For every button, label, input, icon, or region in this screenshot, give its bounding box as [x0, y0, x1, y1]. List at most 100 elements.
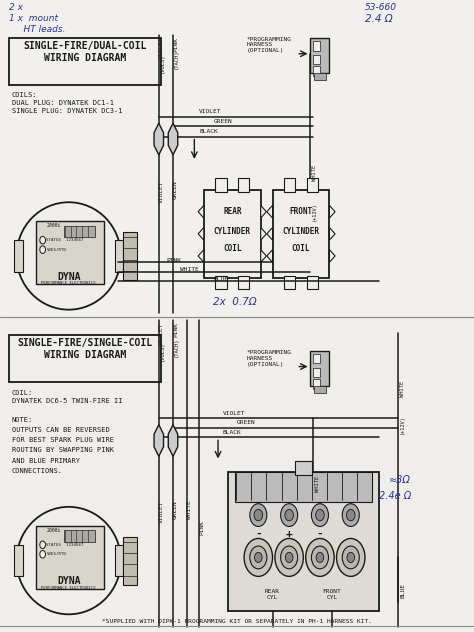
Circle shape [316, 509, 324, 521]
Text: 1 x  mount: 1 x mount [9, 14, 58, 23]
Bar [310, 38, 329, 73]
Text: SINGLE PLUG: DYNATEK DC3-1: SINGLE PLUG: DYNATEK DC3-1 [12, 108, 122, 114]
Text: BLACK: BLACK [199, 129, 218, 134]
Text: CONNECTIONS.: CONNECTIONS. [12, 468, 63, 473]
Text: +: + [286, 529, 292, 539]
Bar [273, 190, 329, 278]
Text: VIOLET: VIOLET [159, 322, 164, 345]
Circle shape [347, 552, 355, 562]
Text: DYNA: DYNA [57, 576, 81, 586]
Circle shape [40, 550, 46, 558]
Text: FRONT: FRONT [322, 589, 341, 594]
Polygon shape [198, 250, 204, 262]
Text: 2 x: 2 x [9, 3, 24, 12]
Circle shape [281, 504, 298, 526]
Bar [307, 178, 318, 192]
Bar [204, 190, 261, 278]
Text: *PROGRAMMING
HARNESS
(OPTIONAL): *PROGRAMMING HARNESS (OPTIONAL) [246, 350, 292, 367]
Bar [307, 276, 318, 289]
Text: VIOLET: VIOLET [159, 37, 164, 59]
Text: VIOLET: VIOLET [199, 109, 221, 114]
Polygon shape [261, 228, 266, 240]
Text: PERFORMANCE ELECTRONICS: PERFORMANCE ELECTRONICS [41, 586, 96, 590]
Text: VIOLET: VIOLET [159, 501, 164, 523]
Text: 2.4e Ω: 2.4e Ω [379, 491, 411, 501]
Bar [215, 178, 227, 192]
Text: CYL: CYL [267, 595, 278, 600]
Bar [14, 545, 23, 576]
Text: GREEN: GREEN [173, 501, 178, 520]
Text: 2000i: 2000i [46, 223, 61, 228]
Text: WHITE: WHITE [315, 475, 320, 492]
Polygon shape [261, 250, 266, 262]
Text: WHITE: WHITE [400, 380, 405, 397]
Text: COIL:: COIL: [12, 390, 33, 396]
Text: 53-660: 53-660 [365, 3, 397, 12]
Bar [313, 368, 320, 377]
Bar [313, 55, 320, 64]
Text: FOR BEST SPARK PLUG WIRE: FOR BEST SPARK PLUG WIRE [12, 437, 114, 443]
Text: CYL: CYL [326, 595, 337, 600]
Circle shape [250, 504, 267, 526]
Text: SINGLE-FIRE/SINGLE-COIL
WIRING DIAGRAM: SINGLE-FIRE/SINGLE-COIL WIRING DIAGRAM [18, 338, 153, 360]
Bar [313, 379, 320, 389]
Bar [314, 73, 326, 80]
Text: 2x  0.7Ω: 2x 0.7Ω [213, 297, 257, 307]
Text: REAR: REAR [265, 589, 280, 594]
Text: CYLINDER: CYLINDER [214, 227, 251, 236]
Bar [284, 276, 295, 289]
Polygon shape [198, 228, 204, 240]
Text: BLUE: BLUE [401, 583, 406, 598]
Text: STATUS  1234567: STATUS 1234567 [46, 543, 84, 547]
Bar [295, 461, 312, 475]
Text: (+12V): (+12V) [312, 202, 318, 221]
Text: HT leads.: HT leads. [12, 25, 65, 34]
Text: ROUTING BY SWAPPING PINK: ROUTING BY SWAPPING PINK [12, 447, 114, 453]
Circle shape [337, 538, 365, 576]
Bar [235, 472, 372, 502]
Text: GREEN: GREEN [173, 180, 178, 199]
Text: WHITE: WHITE [312, 164, 318, 181]
Text: OUTPUTS CAN BE REVERSED: OUTPUTS CAN BE REVERSED [12, 427, 109, 433]
Polygon shape [154, 425, 164, 456]
Text: DUAL PLUG: DYNATEK DC1-1: DUAL PLUG: DYNATEK DC1-1 [12, 100, 114, 106]
Bar [36, 526, 104, 589]
Bar [284, 178, 295, 192]
Text: 2.4 Ω: 2.4 Ω [365, 14, 392, 24]
Text: WHITE: WHITE [187, 501, 192, 520]
Bar [215, 276, 227, 289]
Circle shape [250, 546, 267, 569]
Circle shape [306, 538, 334, 576]
Text: -: - [317, 529, 323, 539]
Text: PINK: PINK [199, 520, 204, 535]
Ellipse shape [17, 202, 121, 310]
Circle shape [40, 246, 46, 253]
Text: SINGLE-FIRE/DUAL-COIL
WIRING DIAGRAM: SINGLE-FIRE/DUAL-COIL WIRING DIAGRAM [24, 41, 147, 63]
Polygon shape [267, 228, 273, 240]
Text: BLUE: BLUE [213, 277, 228, 282]
Text: FRONT: FRONT [290, 207, 312, 216]
Bar [238, 276, 249, 289]
Polygon shape [267, 250, 273, 262]
Text: COILS:: COILS: [12, 92, 37, 97]
Ellipse shape [17, 507, 121, 614]
Bar [9, 335, 161, 382]
Text: (TACH): (TACH) [174, 337, 179, 357]
Polygon shape [168, 123, 178, 155]
Text: VIOLET: VIOLET [159, 180, 164, 203]
Text: BLACK: BLACK [223, 430, 242, 435]
Circle shape [285, 552, 293, 562]
Text: GREEN: GREEN [213, 119, 232, 124]
Text: WHITE: WHITE [180, 267, 199, 272]
Bar [14, 240, 23, 272]
Text: VIOLET: VIOLET [223, 411, 245, 416]
Bar [310, 351, 329, 386]
Text: NOTE:: NOTE: [12, 417, 33, 423]
Circle shape [346, 509, 355, 521]
Text: PERFORMANCE ELECTRONICS: PERFORMANCE ELECTRONICS [41, 281, 96, 285]
Bar [123, 537, 137, 585]
Circle shape [311, 504, 328, 526]
Circle shape [281, 546, 298, 569]
Polygon shape [329, 205, 335, 218]
Text: PINK: PINK [166, 258, 181, 263]
